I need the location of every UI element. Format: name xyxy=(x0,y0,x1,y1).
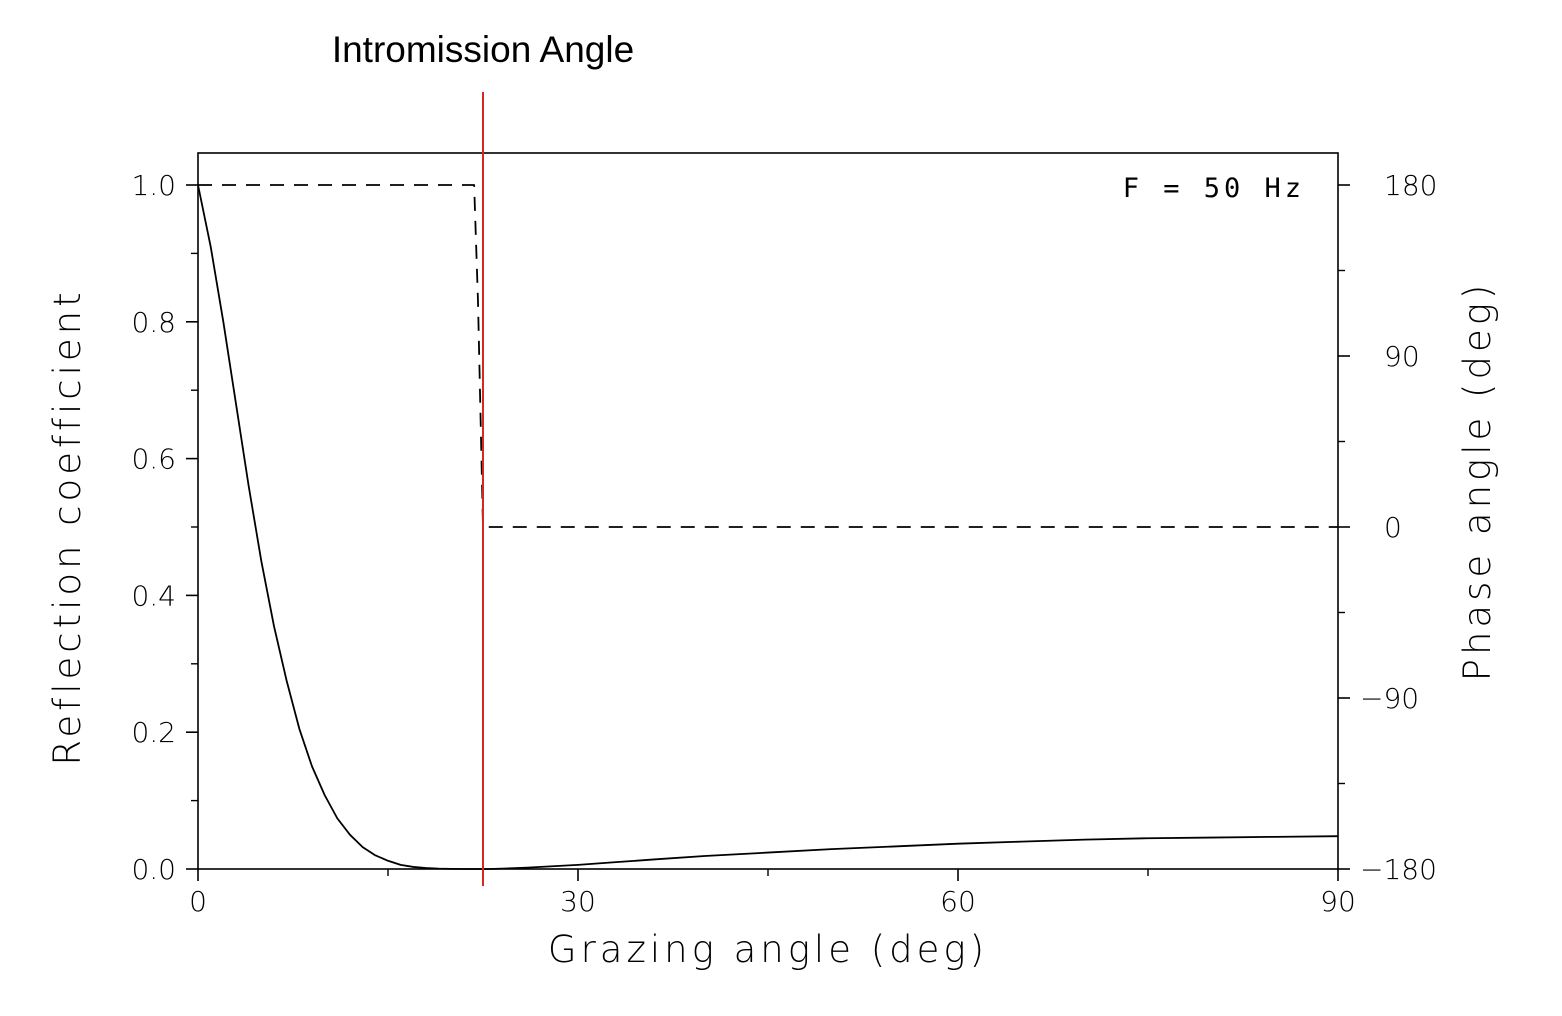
y-tick-label: 0.4 xyxy=(131,579,176,612)
y2-tick-label: −180 xyxy=(1360,853,1437,886)
x-tick-label: 0 xyxy=(189,885,207,918)
y2-tick-label: 90 xyxy=(1384,340,1420,373)
plot-frame xyxy=(197,152,1339,870)
frequency-label: F = 50 Hz xyxy=(1123,173,1305,204)
y-tick-label: 0.0 xyxy=(131,853,176,886)
x-axis-title: Grazing angle (deg) xyxy=(548,928,988,971)
x-tick-label: 30 xyxy=(560,885,596,918)
plot-content xyxy=(197,184,1339,870)
y2-tick-label: 0 xyxy=(1384,511,1402,544)
x-tick-label: 90 xyxy=(1320,885,1356,918)
y-tick-label: 0.8 xyxy=(131,306,176,339)
y2-tick-label: −90 xyxy=(1360,682,1419,715)
y-axis-title: Reflection coefficient xyxy=(46,288,89,765)
y2-tick-label: 180 xyxy=(1384,169,1437,202)
intromission-angle-label: Intromission Angle xyxy=(332,29,634,70)
y-tick-label: 1.0 xyxy=(131,169,176,202)
y-tick-label: 0.6 xyxy=(131,443,176,476)
x-tick-label: 60 xyxy=(940,885,976,918)
y2-axis-title: Phase angle (deg) xyxy=(1456,281,1499,682)
y-tick-label: 0.2 xyxy=(131,716,176,749)
ticks-layer: 0 30 60 90 0.0 0.2 0.4 0.6 0.8 1.0 −180 −90 0 90 180 xyxy=(131,169,1437,918)
phase-angle-line xyxy=(198,184,1338,528)
